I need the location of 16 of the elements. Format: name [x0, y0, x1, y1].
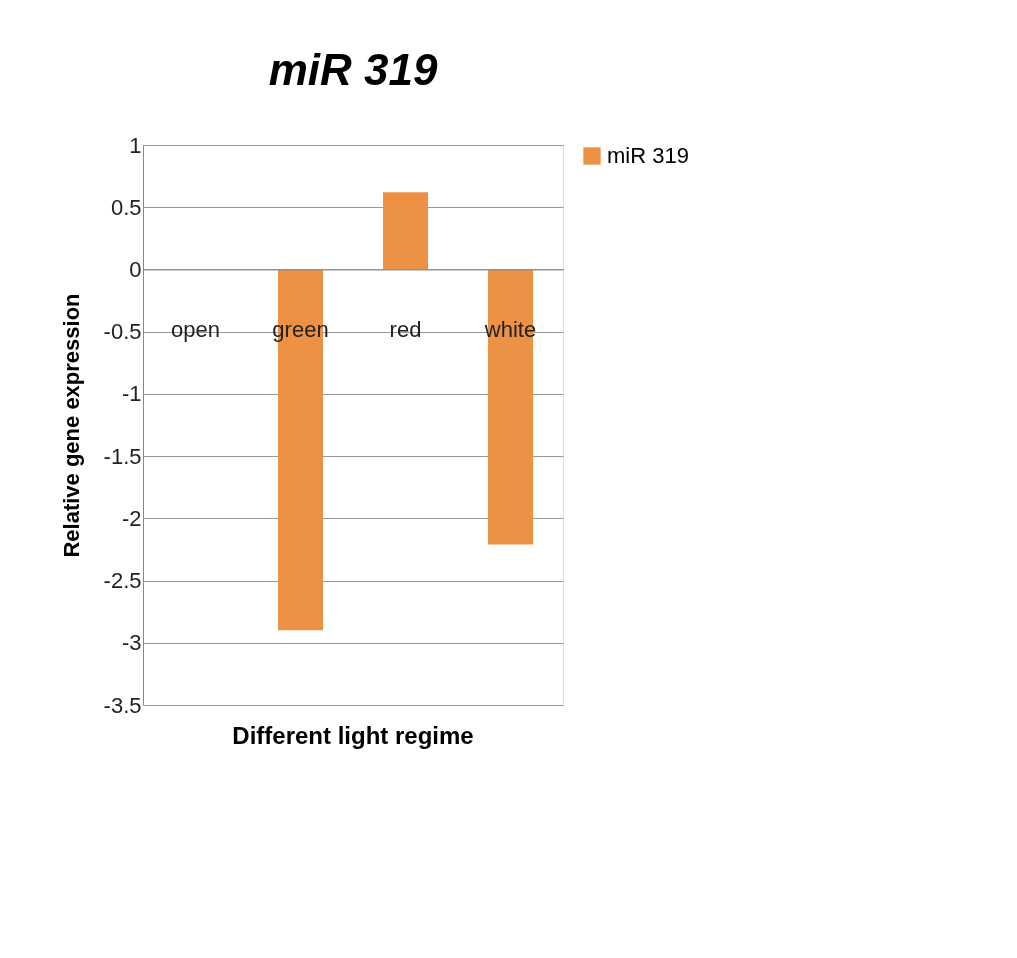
y-tick-label: 0.5 [110, 194, 142, 220]
y-tick-label: -3.5 [103, 692, 142, 718]
y-tick-label: -0.5 [103, 319, 142, 345]
x-tick-label: open [171, 316, 220, 342]
chart-title: miR 319 [268, 45, 438, 94]
y-tick-label: -2.5 [103, 568, 142, 594]
legend-label: miR 319 [607, 143, 689, 168]
y-tick-label: -1 [121, 381, 142, 407]
y-tick-label: -3 [121, 630, 142, 656]
y-axis-title: Relative gene expression [58, 293, 84, 558]
x-tick-label: red [389, 316, 422, 342]
y-tick-label: 1 [129, 132, 142, 158]
y-tick-label: -2 [121, 505, 142, 531]
y-tick-label: 0 [129, 256, 142, 282]
y-tick-label: -1.5 [103, 443, 142, 469]
x-axis-title: Different light regime [232, 722, 474, 749]
